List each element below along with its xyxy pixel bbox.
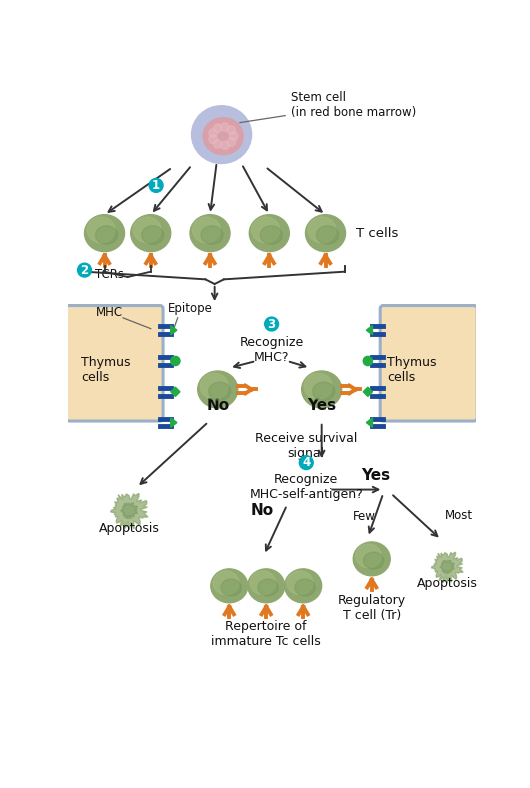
Ellipse shape (198, 371, 238, 408)
Polygon shape (440, 560, 454, 574)
Ellipse shape (200, 374, 228, 399)
Text: Receive survival
signal: Receive survival signal (255, 432, 357, 460)
Circle shape (229, 132, 238, 140)
Text: 3: 3 (268, 318, 276, 330)
Text: Recognize
MHC?: Recognize MHC? (240, 336, 304, 364)
Polygon shape (363, 387, 373, 396)
Text: Stem cell
(in red bone marrow): Stem cell (in red bone marrow) (240, 91, 416, 123)
Circle shape (149, 179, 163, 192)
Ellipse shape (304, 374, 332, 399)
Ellipse shape (356, 544, 381, 567)
Circle shape (214, 140, 222, 148)
Text: MHC: MHC (96, 307, 123, 319)
Text: Most: Most (445, 509, 473, 522)
Polygon shape (171, 325, 177, 335)
Ellipse shape (191, 106, 252, 163)
Text: 4: 4 (302, 456, 311, 469)
Ellipse shape (252, 217, 280, 243)
Polygon shape (121, 503, 138, 519)
Ellipse shape (316, 226, 339, 244)
Polygon shape (366, 418, 373, 427)
Text: No: No (206, 398, 229, 413)
Text: T cells: T cells (356, 227, 399, 240)
Ellipse shape (209, 382, 231, 400)
Text: Repertoire of
immature Tc cells: Repertoire of immature Tc cells (211, 620, 321, 649)
Ellipse shape (142, 226, 164, 244)
Text: Thymus
cells: Thymus cells (387, 356, 437, 385)
Text: Epitope: Epitope (167, 303, 213, 315)
Circle shape (209, 135, 217, 143)
Ellipse shape (287, 571, 313, 595)
Ellipse shape (295, 579, 315, 596)
Ellipse shape (249, 214, 289, 251)
Circle shape (209, 128, 217, 137)
Text: TCRs: TCRs (95, 268, 125, 281)
Circle shape (171, 356, 180, 366)
Text: 2: 2 (81, 264, 89, 277)
Ellipse shape (84, 214, 125, 251)
Circle shape (77, 263, 92, 277)
Text: Yes: Yes (307, 398, 336, 413)
Text: Regulatory
T cell (Tr): Regulatory T cell (Tr) (338, 593, 406, 622)
Text: 1: 1 (152, 179, 160, 192)
Circle shape (227, 138, 236, 147)
Text: Thymus
cells: Thymus cells (82, 356, 131, 385)
Ellipse shape (305, 214, 346, 251)
Polygon shape (111, 493, 148, 530)
Ellipse shape (190, 214, 230, 251)
Ellipse shape (213, 571, 239, 595)
Circle shape (221, 141, 229, 150)
Ellipse shape (87, 217, 115, 243)
Text: Recognize
MHC-self-antigen?: Recognize MHC-self-antigen? (250, 474, 363, 501)
Ellipse shape (133, 217, 161, 243)
Ellipse shape (131, 214, 171, 251)
Ellipse shape (95, 226, 118, 244)
Text: Apoptosis: Apoptosis (99, 522, 160, 535)
Ellipse shape (211, 569, 248, 603)
Ellipse shape (192, 217, 220, 243)
Circle shape (214, 124, 222, 132)
Ellipse shape (201, 226, 223, 244)
Circle shape (264, 317, 279, 331)
Text: Apoptosis: Apoptosis (417, 577, 478, 589)
Ellipse shape (353, 542, 390, 576)
Circle shape (227, 126, 236, 135)
Polygon shape (171, 387, 180, 396)
Ellipse shape (203, 117, 243, 154)
Ellipse shape (260, 226, 282, 244)
FancyBboxPatch shape (66, 306, 163, 421)
Polygon shape (431, 552, 463, 583)
Circle shape (363, 356, 373, 366)
Circle shape (299, 455, 313, 470)
Polygon shape (366, 325, 373, 335)
Text: No: No (251, 503, 274, 518)
Ellipse shape (221, 579, 241, 596)
FancyBboxPatch shape (380, 306, 477, 421)
Text: Yes: Yes (361, 467, 390, 482)
Ellipse shape (308, 217, 336, 243)
Ellipse shape (258, 579, 278, 596)
Ellipse shape (364, 552, 384, 569)
Ellipse shape (248, 569, 285, 603)
Ellipse shape (302, 371, 342, 408)
Text: Few: Few (352, 511, 375, 523)
Polygon shape (171, 418, 177, 427)
Circle shape (221, 123, 229, 132)
Ellipse shape (250, 571, 276, 595)
Ellipse shape (313, 382, 334, 400)
Ellipse shape (285, 569, 322, 603)
